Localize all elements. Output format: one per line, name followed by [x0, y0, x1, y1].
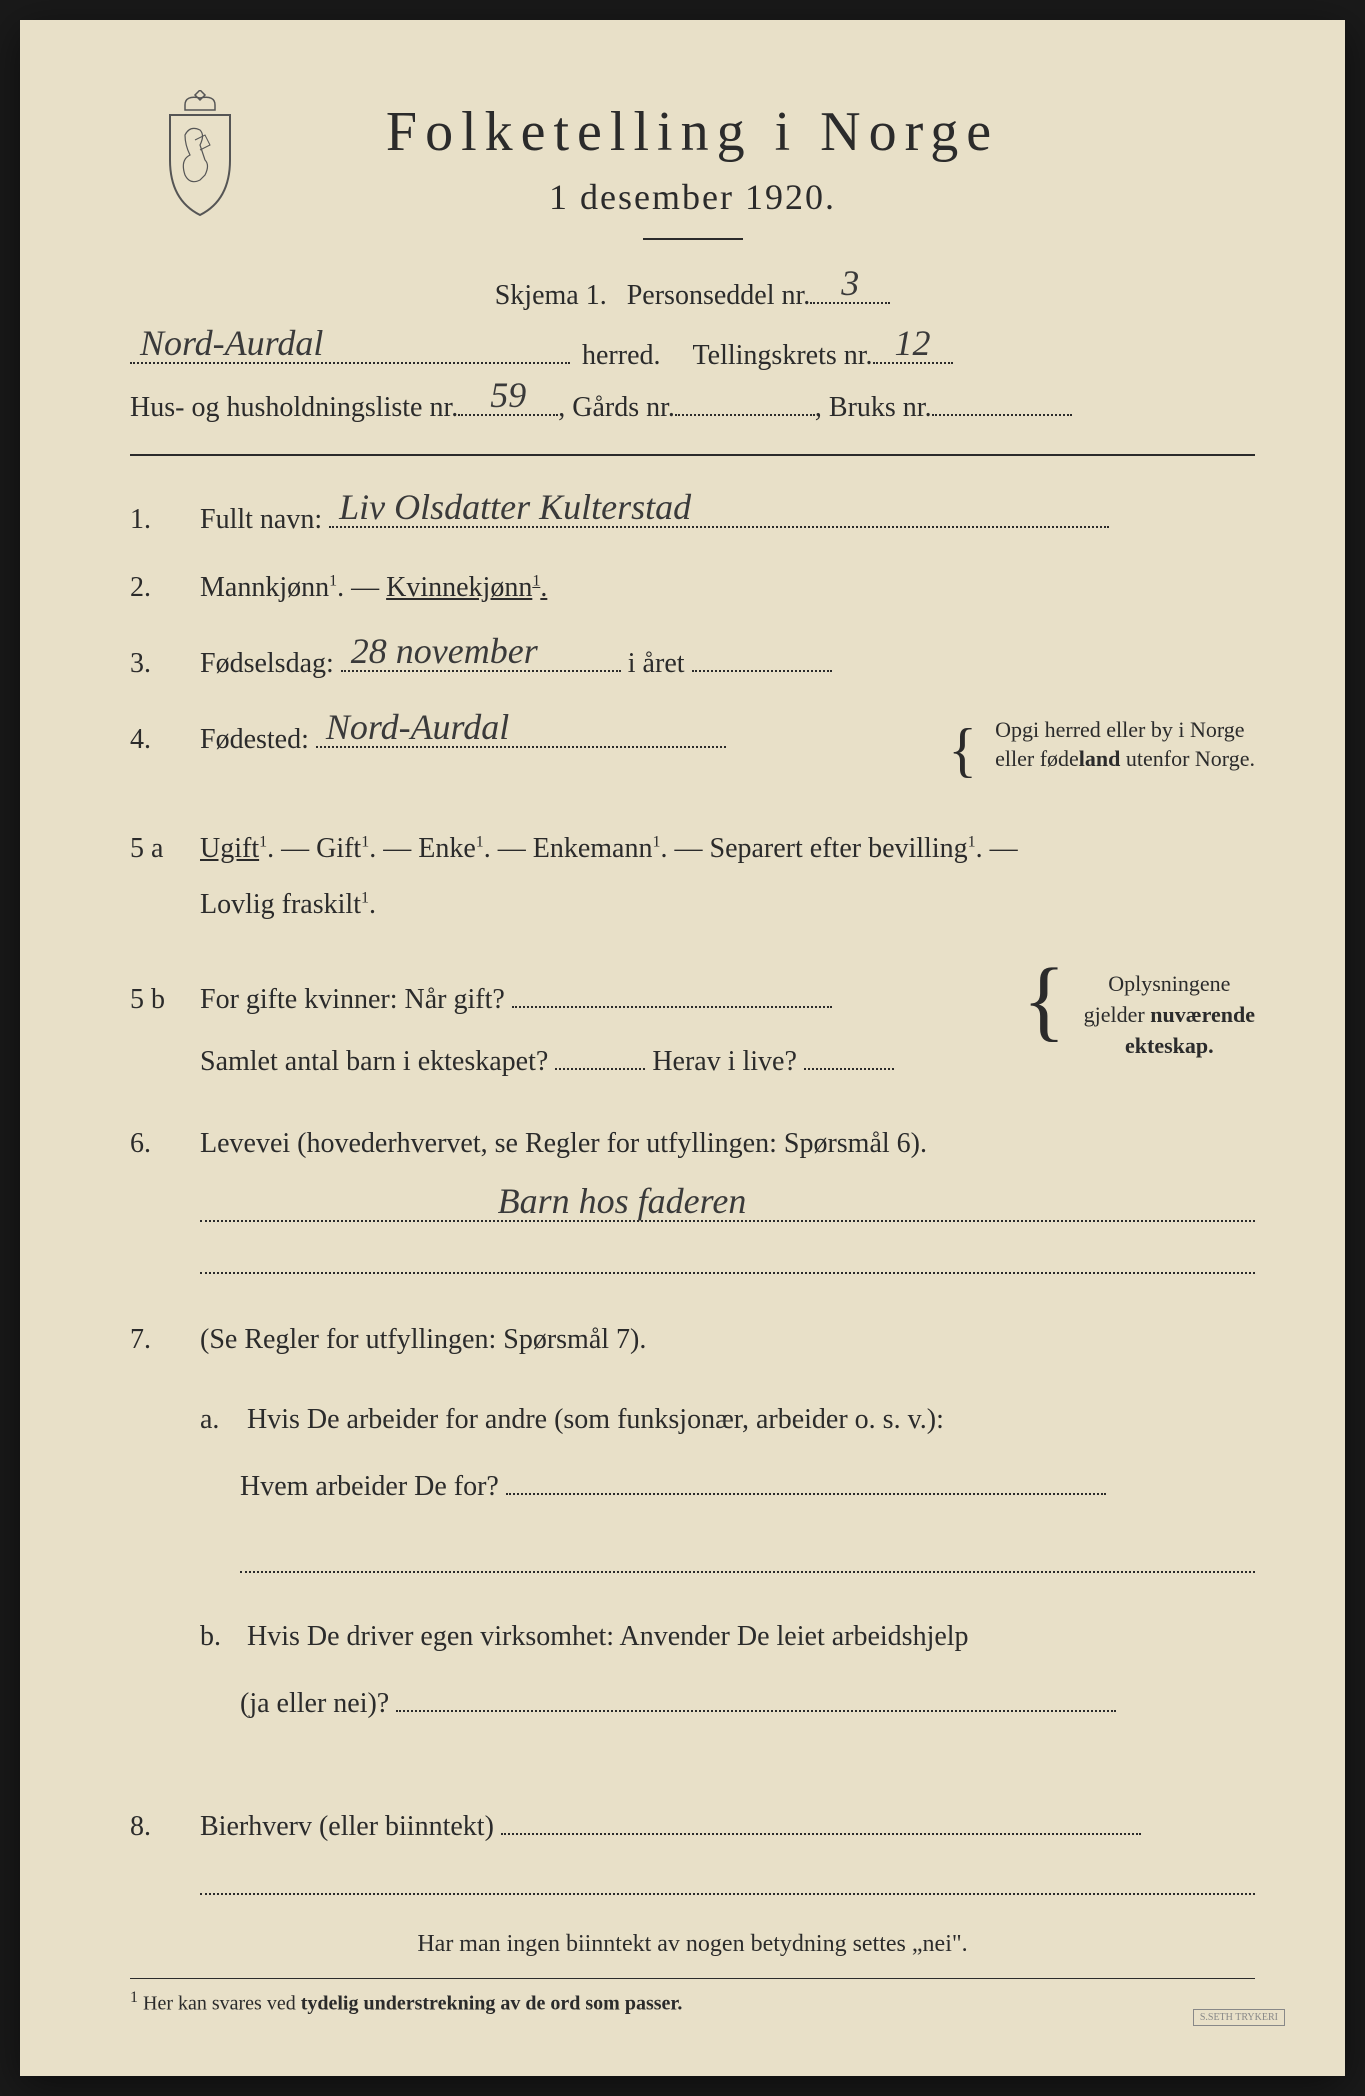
- herred-line: Nord-Aurdal herred. Tellingskrets nr. 12: [130, 332, 1255, 372]
- q7a-field2: [240, 1541, 1255, 1573]
- coat-of-arms-icon: [150, 90, 250, 220]
- q5b-note: Oplysningene gjelder nuværende ekteskap.: [1084, 969, 1255, 1061]
- q5a-enkemann: Enkemann: [533, 833, 653, 864]
- q6-num: 6.: [130, 1128, 200, 1160]
- q7a-text: Hvis De arbeider for andre (som funksjon…: [247, 1404, 944, 1435]
- q4-value: Nord-Aurdal: [326, 706, 509, 748]
- printer-stamp: S.SETH TRYKERI: [1193, 2009, 1285, 2026]
- footer-note: Har man ingen biinntekt av nogen betydni…: [130, 1931, 1255, 1958]
- q2-dash: —: [351, 572, 386, 603]
- question-3: 3. Fødselsdag: 28 november i året: [130, 640, 1255, 680]
- schema-line: Skjema 1. Personseddel nr. 3: [130, 280, 1255, 312]
- q7-label: (Se Regler for utfyllingen: Spørsmål 7).: [200, 1324, 646, 1355]
- q3-label: Fødselsdag:: [200, 648, 334, 679]
- q5a-gift: Gift: [316, 833, 361, 864]
- tellingskrets-value: 12: [895, 322, 931, 364]
- question-8: 8. Bierhverv (eller biinntekt): [130, 1803, 1255, 1895]
- q3-num: 3.: [130, 648, 200, 680]
- q5a-separert: Separert efter bevilling: [710, 833, 968, 864]
- q1-value: Liv Olsdatter Kulterstad: [339, 486, 691, 528]
- personseddel-value: 3: [841, 262, 859, 304]
- footnote-bold: tydelig understrekning av de ord som pas…: [301, 1993, 683, 2015]
- herred-value: Nord-Aurdal: [140, 322, 323, 364]
- husliste-label: Hus- og husholdningsliste nr.: [130, 392, 458, 424]
- q5a-enke: Enke: [418, 833, 476, 864]
- footnote-num: 1: [130, 1989, 138, 2006]
- question-7: 7. (Se Regler for utfyllingen: Spørsmål …: [130, 1324, 1255, 1767]
- question-5b: 5 b For gifte kvinner: Når gift? Samlet …: [130, 969, 1255, 1092]
- q7a-field: [506, 1463, 1106, 1495]
- schema-label: Skjema 1.: [495, 280, 607, 312]
- document-subtitle: 1 desember 1920.: [130, 176, 1255, 218]
- q8-field2: [200, 1863, 1255, 1895]
- husliste-value: 59: [490, 374, 526, 416]
- document-title: Folketelling i Norge: [130, 100, 1255, 164]
- q2-num: 2.: [130, 572, 200, 604]
- husliste-line: Hus- og husholdningsliste nr. 59 , Gårds…: [130, 392, 1255, 424]
- q7a-text2: Hvem arbeider De for?: [240, 1471, 499, 1502]
- q1-field: Liv Olsdatter Kulterstad: [329, 496, 1109, 528]
- q7-num: 7.: [130, 1324, 200, 1356]
- q4-field: Nord-Aurdal: [316, 716, 726, 748]
- footer: Har man ingen biinntekt av nogen betydni…: [130, 1931, 1255, 2016]
- q3-year-field: [692, 640, 832, 672]
- gards-label: , Gårds nr.: [558, 392, 675, 424]
- divider: [643, 238, 743, 240]
- q2-mann: Mannkjønn: [200, 572, 329, 603]
- q5b-field3: [804, 1038, 894, 1070]
- gards-field: [675, 412, 815, 416]
- q7b-label: b.: [200, 1603, 240, 1670]
- brace-icon: {: [948, 716, 977, 785]
- q8-label: Bierhverv (eller biinntekt): [200, 1811, 494, 1842]
- herred-label: herred.: [582, 340, 661, 372]
- q5a-ugift: Ugift: [200, 833, 259, 864]
- q7b-text2: (ja eller nei)?: [240, 1688, 389, 1719]
- q3-field: 28 november: [341, 640, 621, 672]
- q8-field: [501, 1803, 1141, 1835]
- q5a-lovlig: Lovlig fraskilt: [200, 889, 361, 920]
- q5b-field1: [512, 976, 832, 1008]
- brace-icon: {: [1022, 969, 1065, 1032]
- question-6: 6. Levevei (hovederhvervet, se Regler fo…: [130, 1128, 1255, 1274]
- q6-label: Levevei (hovederhvervet, se Regler for u…: [200, 1128, 927, 1159]
- q3-year-label: i året: [628, 648, 685, 679]
- question-1: 1. Fullt navn: Liv Olsdatter Kulterstad: [130, 496, 1255, 536]
- question-5a: 5 a Ugift1. — Gift1. — Enke1. — Enkemann…: [130, 821, 1255, 933]
- q4-num: 4.: [130, 724, 200, 756]
- q8-num: 8.: [130, 1811, 200, 1843]
- footnote-rule: [130, 1978, 1255, 1979]
- husliste-field: 59: [458, 412, 558, 416]
- q3-value: 28 november: [351, 630, 538, 672]
- q6-field2: [200, 1242, 1255, 1274]
- question-2: 2. Mannkjønn1. — Kvinnekjønn1.: [130, 572, 1255, 604]
- q5b-num: 5 b: [130, 984, 200, 1016]
- q1-label: Fullt navn:: [200, 504, 322, 535]
- separator: [130, 454, 1255, 456]
- q5b-label1: For gifte kvinner: Når gift?: [200, 984, 505, 1015]
- q7b-text: Hvis De driver egen virksomhet: Anvender…: [247, 1621, 969, 1652]
- tellingskrets-label: Tellingskrets nr.: [693, 340, 873, 372]
- q6-value: Barn hos faderen: [498, 1180, 747, 1222]
- q5b-label2: Samlet antal barn i ekteskapet?: [200, 1046, 548, 1077]
- q7a-label: a.: [200, 1386, 240, 1453]
- q2-kvinn: Kvinnekjønn: [386, 572, 532, 603]
- question-4: 4. Fødested: Nord-Aurdal { Opgi herred e…: [130, 716, 1255, 785]
- header: Folketelling i Norge 1 desember 1920.: [130, 100, 1255, 240]
- personseddel-field: 3: [810, 300, 890, 304]
- personseddel-label: Personseddel nr.: [627, 280, 811, 312]
- q4-note: Opgi herred eller by i Norge eller fødel…: [995, 716, 1255, 773]
- q5b-label3: Herav i live?: [652, 1046, 797, 1077]
- census-form: Folketelling i Norge 1 desember 1920. Sk…: [20, 20, 1345, 2076]
- tellingskrets-field: 12: [873, 360, 953, 364]
- q4-label: Fødested:: [200, 724, 309, 755]
- herred-field: Nord-Aurdal: [130, 332, 570, 364]
- q5a-num: 5 a: [130, 833, 200, 865]
- q1-num: 1.: [130, 504, 200, 536]
- bruks-label: , Bruks nr.: [815, 392, 932, 424]
- footnote-text: Her kan svares ved: [143, 1993, 301, 2015]
- q5b-field2: [555, 1038, 645, 1070]
- bruks-field: [932, 412, 1072, 416]
- q6-field: Barn hos faderen: [200, 1190, 1255, 1222]
- q7b-field: [396, 1680, 1116, 1712]
